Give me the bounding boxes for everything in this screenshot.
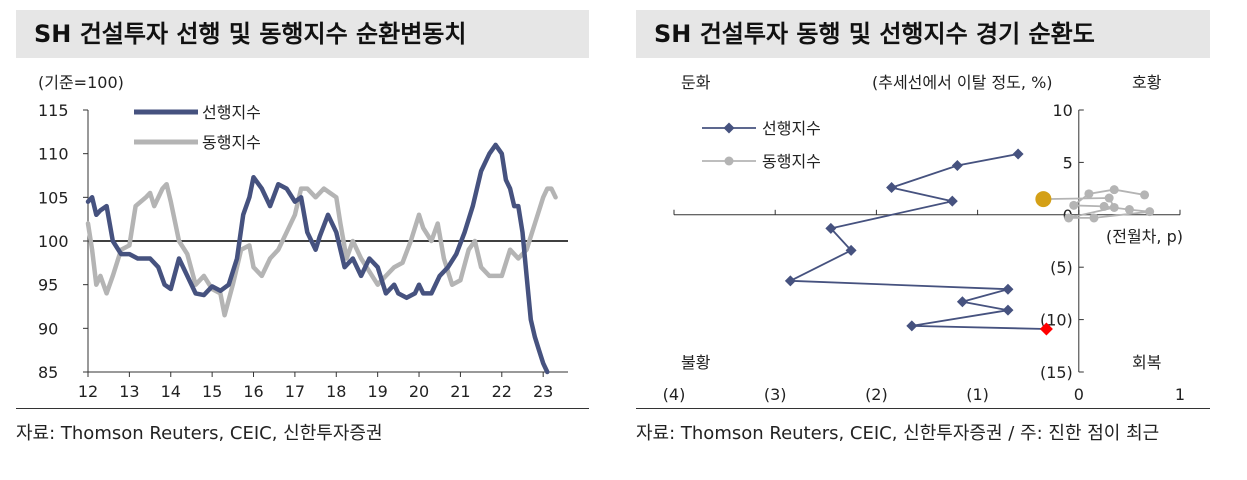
right-chart: 둔화 (추세선에서 이탈 정도, %) 호황 불황 회복 (전월차, p) 10… [663, 73, 1185, 404]
right-x-tick-label: (3) [764, 385, 787, 404]
left-source-note: 자료: Thomson Reuters, CEIC, 신한투자증권 [16, 408, 589, 454]
left-x-tick-label: 23 [533, 382, 553, 401]
left-x-tick-label: 22 [492, 382, 512, 401]
left-x-tick-label: 16 [243, 382, 263, 401]
quadrant-label-recession: 불황 [681, 353, 711, 372]
left-series-line-1 [85, 181, 558, 318]
left-chart-title: SH 건설투자 선행 및 동행지수 순환변동치 [16, 10, 589, 58]
coincident-point [1064, 213, 1074, 223]
left-y-tick-label: 100 [38, 232, 69, 251]
coincident-point [1109, 202, 1119, 212]
left-x-tick-label: 18 [326, 382, 346, 401]
right-legend-marker [724, 156, 734, 166]
leading-point [951, 160, 963, 172]
quadrant-label-slowdown: 둔화 [681, 73, 711, 92]
left-legend-label: 선행지수 [202, 103, 261, 122]
right-legend-label: 선행지수 [762, 119, 821, 138]
latest-leading-point [1039, 322, 1053, 336]
coincident-point [1124, 205, 1134, 215]
left-x-tick-label: 19 [367, 382, 387, 401]
latest-coincident-point [1035, 191, 1052, 208]
left-chart: (기준=100) 85 90 95 100 105 110 115 12 13 14 15 16 17 1… [38, 73, 568, 401]
left-x-tick-label: 17 [285, 382, 305, 401]
coincident-point [1069, 200, 1079, 210]
left-x-tick-label: 12 [78, 382, 98, 401]
right-source-note: 자료: Thomson Reuters, CEIC, 신한투자증권 / 주: 진… [636, 408, 1210, 454]
coincident-point [1140, 190, 1150, 200]
right-y-tick-label: (15) [1040, 363, 1073, 382]
left-axis: 85 90 95 100 105 110 115 12 13 14 15 16 17 18 19 20 21 22… [38, 101, 568, 401]
right-legend-marker [723, 122, 735, 134]
right-legend-label: 동행지수 [762, 152, 821, 171]
right-y-tick-label: (5) [1050, 258, 1073, 277]
left-y-tick-label: 110 [38, 145, 69, 164]
left-x-tick-label: 21 [450, 382, 470, 401]
coincident-point [1109, 185, 1119, 195]
coincident-point [1104, 193, 1114, 203]
right-x-tick-label: 1 [1175, 385, 1185, 404]
left-y-tick-label: 115 [38, 101, 69, 120]
leading-point [784, 275, 796, 287]
leading-point [1002, 304, 1014, 316]
right-y-tick-label: 5 [1063, 153, 1073, 172]
left-x-tick-label: 13 [119, 382, 139, 401]
left-series-line-0 [85, 142, 550, 375]
left-legend-label: 동행지수 [202, 133, 261, 152]
right-series-line-0 [789, 153, 1047, 330]
right-x-tick-label: (1) [966, 385, 989, 404]
left-series [85, 142, 558, 375]
right-x-tick-label: (2) [865, 385, 888, 404]
right-x-tick-label: 0 [1074, 385, 1084, 404]
x-unit-label: (전월차, p) [1106, 227, 1183, 246]
left-x-tick-label: 14 [161, 382, 181, 401]
right-series-line-1 [1043, 188, 1150, 219]
right-chart-title: SH 건설투자 동행 및 선행지수 경기 순환도 [636, 10, 1210, 58]
coincident-point [1084, 189, 1094, 199]
quadrant-label-recovery: 회복 [1132, 353, 1161, 372]
left-y-tick-label: 105 [38, 188, 69, 207]
leading-point [886, 182, 898, 194]
y-unit-label: (추세선에서 이탈 정도, %) [872, 73, 1053, 92]
right-x-tick-label: (4) [663, 385, 686, 404]
quadrant-label-boom: 호황 [1132, 73, 1162, 92]
right-series [784, 148, 1155, 336]
coincident-point [1145, 207, 1155, 217]
left-x-tick-label: 15 [202, 382, 222, 401]
leading-point [946, 195, 958, 207]
right-y-tick-label: 10 [1052, 101, 1072, 120]
leading-point [845, 244, 857, 256]
coincident-point [1089, 213, 1099, 223]
left-y-tick-label: 95 [38, 276, 58, 295]
left-x-tick-label: 20 [409, 382, 429, 401]
leading-point [1002, 283, 1014, 295]
leading-point [825, 222, 837, 234]
leading-point [906, 320, 918, 332]
left-y-tick-label: 90 [38, 319, 58, 338]
left-unit-label: (기준=100) [38, 73, 124, 92]
left-y-tick-label: 85 [38, 363, 58, 382]
coincident-point [1099, 201, 1109, 211]
right-axis: 1050(5)(10)(15)(4)(3)(2)(1)01 [663, 101, 1185, 404]
leading-point [1012, 148, 1024, 160]
leading-point [956, 296, 968, 308]
